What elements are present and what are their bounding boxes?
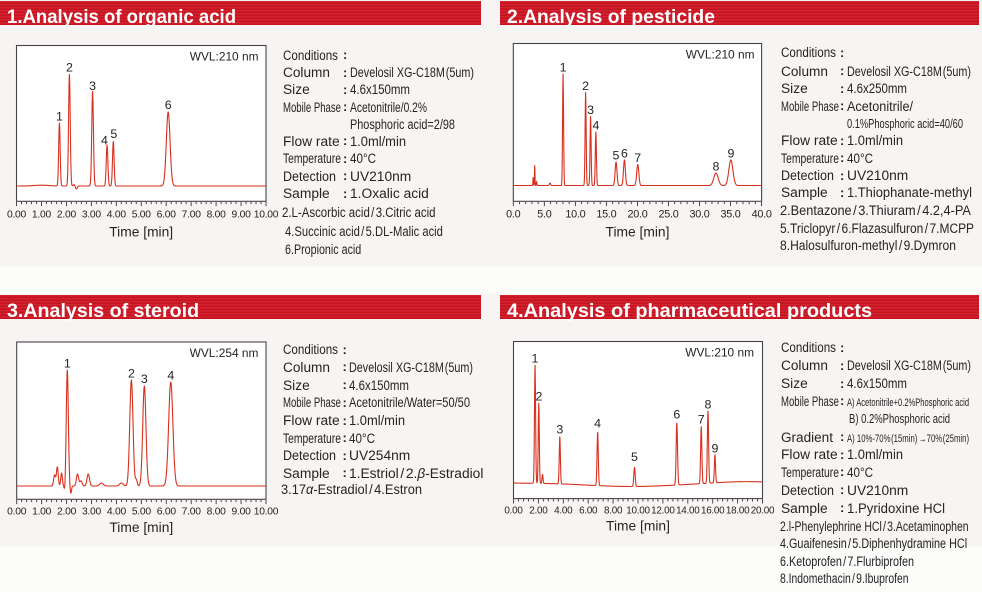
svg-text:6.00: 6.00: [157, 506, 177, 517]
svg-text:4: 4: [101, 133, 108, 147]
svg-text:5: 5: [110, 127, 117, 141]
svg-text:4.00: 4.00: [554, 505, 573, 516]
svg-text:16.00: 16.00: [701, 505, 725, 516]
svg-text:7.00: 7.00: [182, 210, 202, 221]
svg-text:0.0: 0.0: [506, 209, 521, 221]
svg-text:5: 5: [613, 148, 620, 162]
svg-text:14.00: 14.00: [676, 505, 700, 516]
svg-text:8.00: 8.00: [604, 505, 623, 516]
svg-text:1.00: 1.00: [32, 210, 52, 221]
svg-text:4: 4: [594, 416, 601, 430]
svg-text:Time [min]: Time [min]: [606, 224, 670, 239]
svg-text:7: 7: [698, 412, 705, 426]
svg-text:20.00: 20.00: [751, 505, 775, 516]
svg-text:4.00: 4.00: [107, 506, 127, 517]
svg-text:1: 1: [56, 109, 63, 123]
svg-text:3.00: 3.00: [82, 210, 102, 221]
svg-text:WVL:210 nm: WVL:210 nm: [685, 346, 754, 360]
svg-text:6.00: 6.00: [579, 505, 598, 516]
svg-text:3: 3: [556, 422, 563, 436]
svg-text:6: 6: [621, 146, 628, 160]
svg-text:9: 9: [727, 146, 734, 160]
svg-text:8.00: 8.00: [207, 210, 227, 221]
svg-text:20.0: 20.0: [627, 209, 647, 221]
svg-text:WVL:210 nm: WVL:210 nm: [686, 48, 755, 62]
svg-text:3: 3: [587, 103, 594, 117]
svg-text:1: 1: [532, 351, 539, 365]
svg-text:15.0: 15.0: [596, 209, 616, 221]
svg-text:2: 2: [128, 366, 135, 380]
svg-text:WVL:254 nm: WVL:254 nm: [190, 346, 259, 360]
svg-text:4.00: 4.00: [107, 210, 127, 221]
svg-text:4: 4: [593, 118, 600, 132]
svg-text:1: 1: [560, 60, 567, 74]
svg-text:10.00: 10.00: [254, 210, 279, 221]
svg-text:9: 9: [712, 441, 719, 455]
svg-text:0.00: 0.00: [504, 505, 523, 516]
svg-text:2: 2: [66, 60, 73, 74]
svg-text:1.00: 1.00: [32, 506, 52, 517]
svg-text:6: 6: [673, 407, 680, 421]
svg-text:6.00: 6.00: [157, 210, 177, 221]
svg-text:8.00: 8.00: [207, 506, 227, 517]
svg-text:10.00: 10.00: [254, 506, 279, 517]
svg-text:5.0: 5.0: [537, 209, 552, 221]
svg-text:9.00: 9.00: [232, 506, 252, 517]
svg-text:0.00: 0.00: [7, 210, 27, 221]
svg-text:3: 3: [141, 372, 148, 386]
svg-text:2.00: 2.00: [57, 506, 77, 517]
svg-text:Time [min]: Time [min]: [606, 518, 670, 533]
svg-text:5: 5: [631, 450, 638, 464]
svg-text:3.00: 3.00: [82, 506, 102, 517]
svg-text:3: 3: [89, 79, 96, 93]
svg-text:30.0: 30.0: [690, 209, 710, 221]
svg-text:WVL:210 nm: WVL:210 nm: [190, 50, 259, 64]
svg-text:8: 8: [705, 397, 712, 411]
svg-text:0.00: 0.00: [7, 506, 27, 517]
svg-text:7.00: 7.00: [182, 506, 202, 517]
svg-text:9.00: 9.00: [232, 210, 252, 221]
svg-text:8: 8: [713, 159, 720, 173]
svg-text:4: 4: [167, 368, 174, 382]
svg-text:25.0: 25.0: [658, 209, 678, 221]
svg-text:5.00: 5.00: [132, 210, 152, 221]
svg-text:Time [min]: Time [min]: [109, 520, 173, 535]
svg-text:18.00: 18.00: [726, 505, 750, 516]
svg-text:1: 1: [64, 356, 71, 370]
svg-text:35.0: 35.0: [721, 209, 741, 221]
svg-text:40.0: 40.0: [752, 209, 772, 221]
svg-text:5.00: 5.00: [132, 506, 152, 517]
svg-text:12.00: 12.00: [651, 505, 675, 516]
svg-text:2: 2: [582, 79, 589, 93]
svg-text:10.00: 10.00: [626, 505, 650, 516]
svg-text:7: 7: [634, 151, 641, 165]
svg-text:6: 6: [165, 98, 172, 112]
svg-text:10.0: 10.0: [565, 209, 585, 221]
svg-text:2.00: 2.00: [57, 210, 77, 221]
svg-text:2: 2: [535, 389, 542, 403]
svg-text:2.00: 2.00: [529, 505, 548, 516]
svg-text:Time [min]: Time [min]: [109, 224, 173, 239]
